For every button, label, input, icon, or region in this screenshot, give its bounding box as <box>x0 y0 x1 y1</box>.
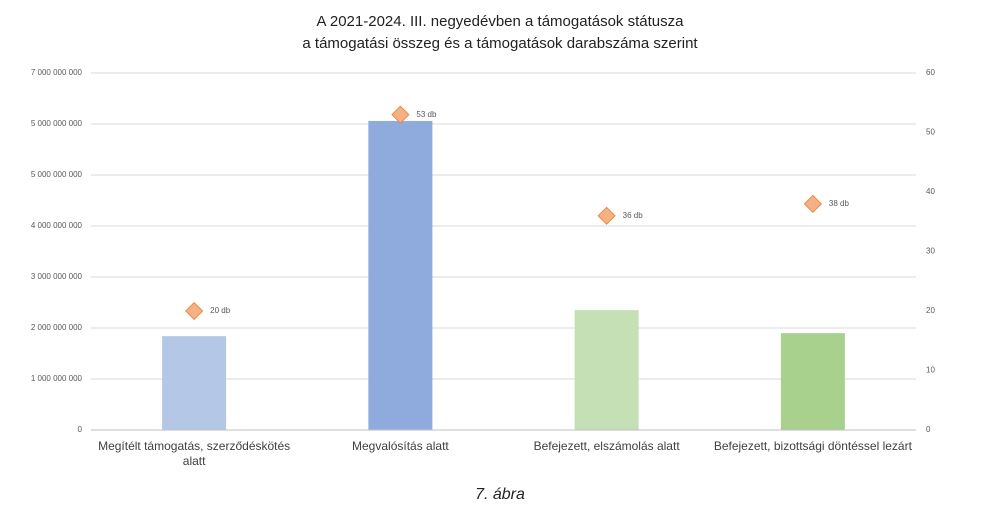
data-label: 53 db <box>416 110 437 119</box>
y2-tick-label: 10 <box>926 366 935 375</box>
bar <box>574 310 639 430</box>
y-tick-label: 2 000 000 000 <box>31 323 83 332</box>
x-tick-label: Befejezett, elszámolás alatt <box>533 439 680 453</box>
marker <box>185 301 204 321</box>
y-tick-label: 1 000 000 000 <box>31 374 83 383</box>
y2-tick-label: 60 <box>926 68 935 77</box>
x-tick-label: Megvalósítás alatt <box>352 439 449 453</box>
y2-tick-label: 40 <box>926 187 935 196</box>
chart-title: A 2021-2024. III. negyedévben a támogatá… <box>317 13 685 30</box>
y-tick-label: 5 000 000 000 <box>31 170 83 179</box>
y-tick-label: 0 <box>78 425 83 434</box>
caption: 7. ábra <box>475 486 525 503</box>
y2-tick-label: 20 <box>926 306 935 315</box>
bar <box>162 336 227 430</box>
y2-tick-label: 0 <box>926 425 931 434</box>
bar <box>780 333 845 430</box>
y-tick-label: 4 000 000 000 <box>31 221 83 230</box>
y-tick-label: 5 000 000 000 <box>31 119 83 128</box>
y2-tick-label: 50 <box>926 128 935 137</box>
y-tick-label: 7 000 000 000 <box>31 68 83 77</box>
data-label: 36 db <box>623 211 644 220</box>
y2-tick-label: 30 <box>926 247 935 256</box>
chart-title: a támogatási összeg és a támogatások dar… <box>302 35 698 52</box>
data-label: 38 db <box>829 199 850 208</box>
marker <box>803 194 822 213</box>
x-tick-label: Befejezett, bizottsági döntéssel lezárt <box>713 439 912 453</box>
x-tick-label: Megítélt támogatás, szerződéskötés alatt <box>98 439 291 468</box>
data-label: 20 db <box>210 306 231 315</box>
bar <box>368 120 433 430</box>
marker <box>597 206 616 225</box>
marker <box>391 105 410 124</box>
y-tick-label: 3 000 000 000 <box>31 272 83 281</box>
